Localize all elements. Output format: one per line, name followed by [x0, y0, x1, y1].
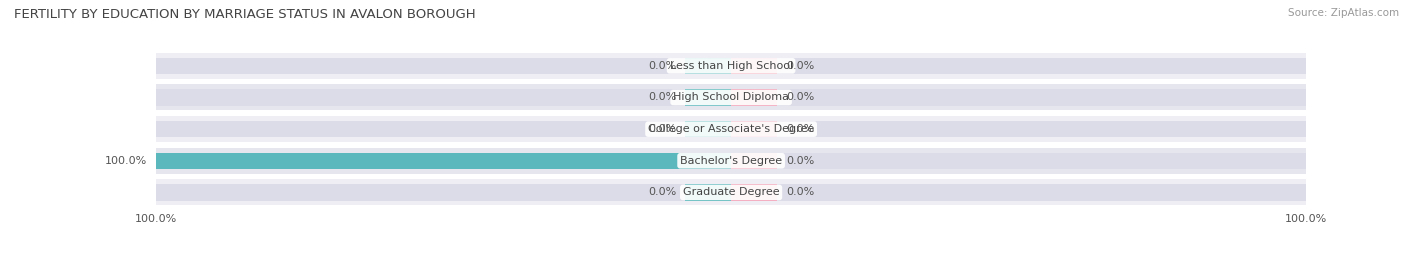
Bar	[156, 89, 1306, 106]
Text: 0.0%: 0.0%	[786, 187, 814, 197]
Bar	[156, 153, 1306, 169]
Bar	[731, 184, 778, 201]
Text: Source: ZipAtlas.com: Source: ZipAtlas.com	[1288, 8, 1399, 18]
Bar	[156, 84, 1306, 111]
Bar	[156, 148, 1306, 174]
Text: 0.0%: 0.0%	[648, 124, 676, 134]
Text: Graduate Degree: Graduate Degree	[683, 187, 779, 197]
Text: 0.0%: 0.0%	[786, 124, 814, 134]
Bar	[731, 153, 778, 169]
Text: 0.0%: 0.0%	[786, 93, 814, 102]
Text: 0.0%: 0.0%	[648, 61, 676, 71]
Text: High School Diploma: High School Diploma	[673, 93, 789, 102]
Text: Bachelor's Degree: Bachelor's Degree	[681, 156, 782, 166]
Text: College or Associate's Degree: College or Associate's Degree	[648, 124, 814, 134]
Text: 0.0%: 0.0%	[648, 93, 676, 102]
Bar	[156, 179, 1306, 206]
Text: 0.0%: 0.0%	[786, 61, 814, 71]
Bar	[156, 184, 1306, 201]
Bar	[156, 53, 1306, 79]
Bar	[685, 58, 731, 74]
Bar	[685, 89, 731, 106]
Text: FERTILITY BY EDUCATION BY MARRIAGE STATUS IN AVALON BOROUGH: FERTILITY BY EDUCATION BY MARRIAGE STATU…	[14, 8, 475, 21]
Bar	[156, 58, 1306, 74]
Bar	[731, 58, 778, 74]
Bar	[156, 121, 1306, 137]
Text: Less than High School: Less than High School	[669, 61, 793, 71]
Text: 100.0%: 100.0%	[105, 156, 148, 166]
Text: 0.0%: 0.0%	[786, 156, 814, 166]
Bar	[685, 121, 731, 137]
Bar	[731, 121, 778, 137]
Bar	[156, 153, 731, 169]
Bar	[156, 116, 1306, 142]
Bar	[685, 184, 731, 201]
Text: 0.0%: 0.0%	[648, 187, 676, 197]
Bar	[731, 89, 778, 106]
